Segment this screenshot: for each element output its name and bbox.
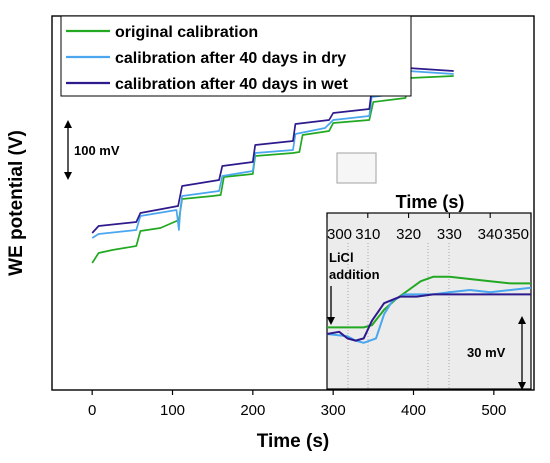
inset-gridlines	[347, 243, 450, 389]
main-scale-bar-label: 100 mV	[74, 143, 120, 158]
y-axis-title: WE potential (V)	[6, 130, 27, 276]
inset-x-tick-label: 330	[437, 226, 462, 243]
main-scale-bar	[64, 120, 72, 180]
licl-arrow	[327, 286, 335, 325]
inset-x-tick-label: 300	[327, 226, 352, 243]
legend-label-wet: calibration after 40 days in wet	[115, 76, 349, 93]
main-x-axis-ticks: 0 100 200 300 400 500	[88, 390, 506, 419]
main-x-tick-label: 500	[481, 402, 506, 419]
inset-x-tick-label: 340	[478, 226, 503, 243]
inset-plot-frame	[326, 212, 532, 390]
inset-x-tick-label: 350	[504, 226, 529, 243]
legend-frame	[60, 15, 412, 97]
main-x-tick-label: 0	[88, 402, 96, 419]
inset-series-group	[326, 275, 532, 344]
inset-series-line-1	[326, 286, 532, 344]
zoom-region-box	[336, 152, 377, 184]
legend-label-dry: calibration after 40 days in dry	[115, 50, 346, 67]
inset-scale-bar	[518, 316, 526, 390]
x-axis-title: Time (s)	[257, 431, 330, 452]
main-x-tick-label: 100	[160, 402, 185, 419]
main-x-tick-label: 300	[321, 402, 346, 419]
inset-x-axis-ticks: 300 310 320 330 340 350	[326, 213, 532, 243]
inset-x-tick-label: 320	[396, 226, 421, 243]
main-series-line-0	[91, 75, 454, 264]
legend-label-original: original calibration	[115, 24, 258, 41]
main-series-line-1	[91, 70, 454, 239]
legend: original calibration calibration after 4…	[60, 15, 412, 97]
licl-annotation-line1: LiCl	[329, 250, 354, 265]
main-x-tick-label: 400	[401, 402, 426, 419]
main-x-tick-label: 200	[240, 402, 265, 419]
inset-x-tick-label: 310	[355, 226, 380, 243]
inset-scale-bar-label: 30 mV	[467, 345, 506, 360]
inset-series-line-2	[326, 293, 531, 342]
inset-x-axis-title: Time (s)	[396, 192, 465, 212]
inset-series-line-0	[327, 275, 531, 329]
licl-annotation-line2: addition	[329, 267, 380, 282]
